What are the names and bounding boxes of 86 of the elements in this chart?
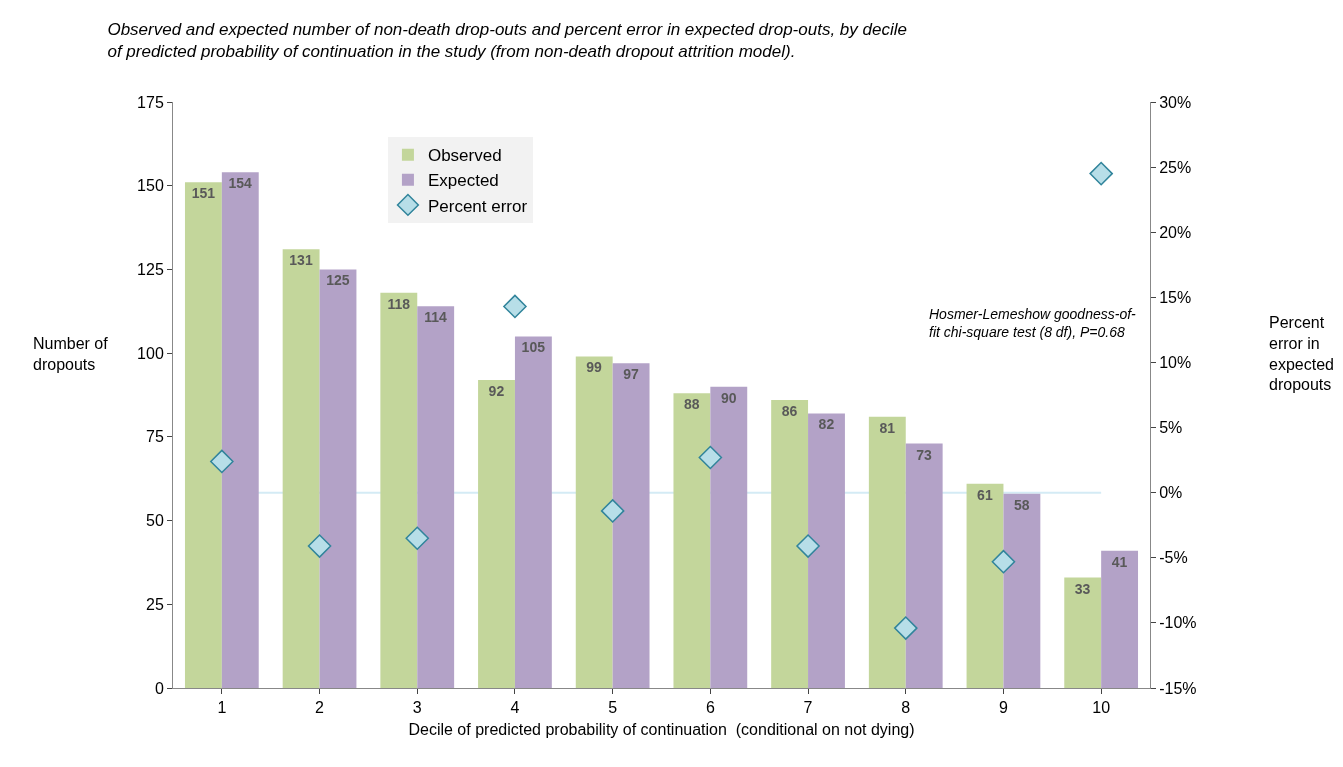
point — [991, 549, 1016, 574]
y2-tick-label: -10% — [1159, 614, 1197, 632]
bar — [282, 249, 320, 688]
point — [503, 294, 527, 319]
data-label: 58 — [1014, 496, 1030, 513]
data-label: 41 — [1111, 553, 1128, 570]
y2-tick-label: 25% — [1159, 158, 1192, 176]
bar — [1003, 493, 1041, 688]
x-tick-label: 9 — [999, 699, 1008, 717]
y2-tick-label: 15% — [1159, 288, 1192, 306]
data-label: 73 — [916, 446, 933, 463]
y-tick-label: 0 — [154, 679, 164, 697]
y2-tick-label: 20% — [1159, 223, 1192, 241]
x-tick-label: 2 — [315, 699, 325, 717]
bar — [1101, 550, 1139, 688]
bar — [673, 393, 711, 688]
data-label: 125 — [326, 272, 350, 289]
y2-axis-title: Percent error in expected dropouts — [1269, 314, 1334, 394]
x-tick-label: 4 — [510, 699, 520, 717]
y2-tick-label: 0% — [1159, 484, 1183, 502]
y-tick-label: 175 — [137, 93, 164, 111]
bar — [319, 269, 357, 688]
y-tick-label: 25 — [146, 595, 164, 613]
data-label: 61 — [977, 486, 993, 503]
y-tick-label: 150 — [137, 177, 164, 195]
bar — [221, 172, 259, 688]
bar — [771, 400, 809, 688]
data-label: 131 — [289, 252, 313, 269]
data-label: 33 — [1074, 580, 1091, 597]
chart-title: Observed and expected number of non-death drop-outs and percent error in expected drop-outs, by decile of predicted probability of continuation in the study (from non-death dropout attrition model). — [107, 19, 907, 61]
y-tick-label: 125 — [137, 261, 164, 279]
x-tick-label: 1 — [217, 699, 227, 717]
data-label: 82 — [818, 416, 835, 433]
point — [307, 534, 332, 558]
bar — [710, 386, 748, 688]
bar — [808, 413, 845, 688]
bar — [417, 306, 455, 688]
bar — [514, 336, 552, 688]
x-tick-label: 7 — [803, 699, 813, 717]
annotation: Hosmer-Lemeshow goodness-of- fit chi-square test (8 df), P=0.68 — [929, 306, 1137, 341]
point — [210, 449, 234, 474]
legend-label: Percent error — [427, 196, 528, 216]
point — [893, 616, 918, 640]
y-tick-label: 100 — [137, 344, 164, 362]
data-label: 92 — [488, 382, 505, 399]
bar — [966, 483, 1004, 688]
point — [1089, 161, 1113, 186]
y-tick-label: 75 — [146, 428, 164, 446]
x-tick-label: 5 — [608, 699, 618, 717]
point — [405, 526, 430, 551]
legend-label: Expected — [427, 171, 499, 191]
y2-tick-label: 5% — [1159, 419, 1183, 437]
data-label: 114 — [424, 309, 448, 326]
bar — [868, 416, 906, 688]
legend-label: Observed — [427, 146, 502, 166]
data-label: 86 — [781, 403, 798, 420]
data-label: 99 — [586, 359, 603, 376]
y-tick-label: 50 — [146, 512, 164, 530]
bar — [1064, 577, 1102, 688]
x-axis-title: Decile of predicted probability of continuation (conditional on not dying) — [408, 720, 915, 738]
point — [698, 445, 723, 470]
data-label: 105 — [521, 339, 546, 356]
y2-tick-label: -15% — [1159, 679, 1197, 697]
y2-tick-label: -5% — [1159, 549, 1188, 567]
x-tick-label: 8 — [901, 699, 911, 717]
data-label: 154 — [228, 175, 253, 192]
data-label: 151 — [191, 185, 216, 202]
x-tick-label: 6 — [705, 699, 715, 717]
x-tick-label: 3 — [412, 699, 422, 717]
bar — [184, 182, 222, 688]
point — [796, 534, 820, 558]
data-label: 118 — [387, 295, 411, 312]
data-label: 88 — [684, 396, 700, 413]
data-label: 81 — [879, 419, 896, 436]
data-label: 97 — [623, 366, 639, 383]
bar — [380, 292, 418, 688]
data-label: 90 — [720, 389, 737, 406]
y2-tick-label: 10% — [1159, 354, 1192, 372]
bar — [612, 363, 650, 688]
bar — [478, 379, 515, 688]
bar — [905, 443, 943, 688]
x-tick-label: 10 — [1092, 699, 1111, 717]
y-axis-title: Number of dropouts — [33, 335, 109, 373]
point — [600, 499, 625, 523]
bar — [575, 356, 613, 688]
y2-tick-label: 30% — [1159, 93, 1192, 111]
